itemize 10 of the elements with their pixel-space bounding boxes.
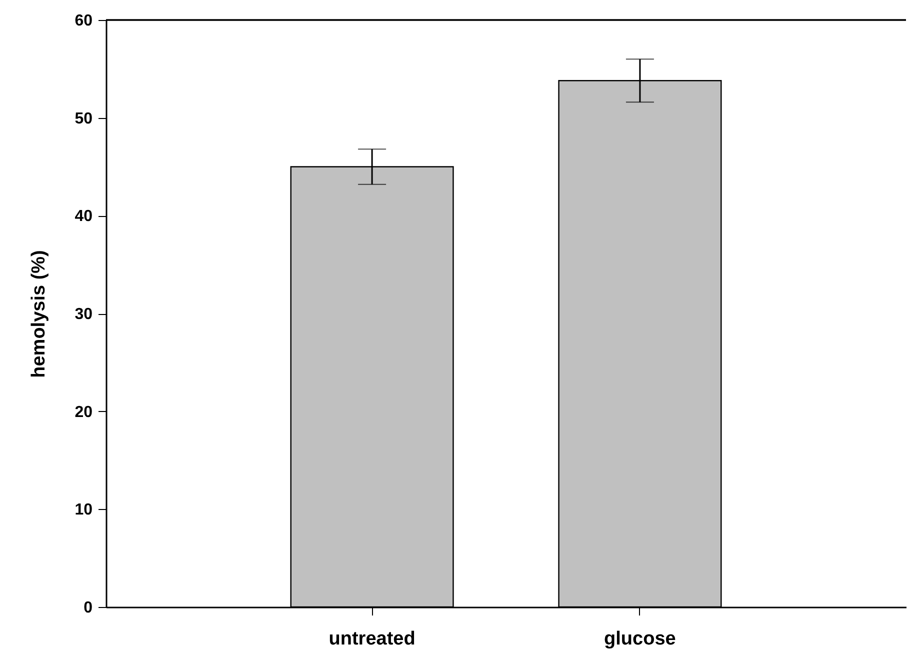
- y-tick-label: 40: [74, 208, 93, 226]
- x-tick-label: untreated: [328, 628, 416, 650]
- y-axis-title: hemolysis (%): [28, 250, 50, 378]
- y-tick-label: 60: [74, 12, 93, 30]
- x-tick-label: glucose: [604, 628, 676, 650]
- y-tick-label: 30: [74, 306, 93, 323]
- y-tick-label: 20: [74, 404, 93, 421]
- y-tick-label: 10: [74, 502, 93, 519]
- y-tick-label: 0: [84, 600, 93, 616]
- y-tick-label: 50: [74, 110, 93, 128]
